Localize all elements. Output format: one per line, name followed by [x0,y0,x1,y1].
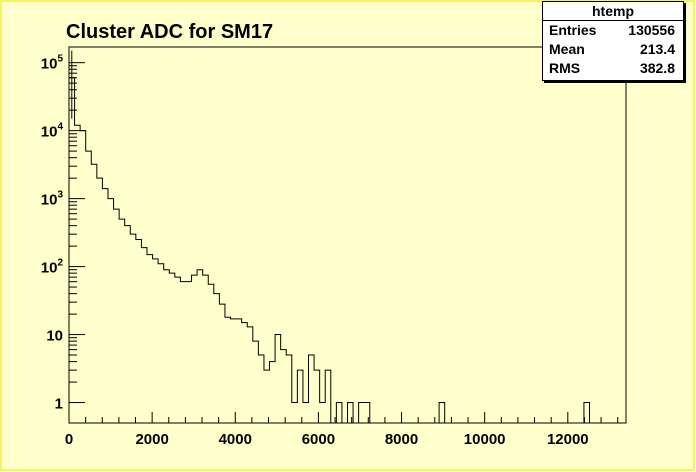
x-tick-label: 12000 [547,431,589,448]
y-tick-label: 105 [41,54,64,73]
y-tick-label: 104 [41,122,64,141]
x-tick-label: 4000 [219,431,252,448]
stats-entries-label: Entries [549,22,597,38]
x-tick-label: 10000 [464,431,506,448]
stats-rms-label: RMS [549,60,581,76]
stats-rms-row: RMS 382.8 [543,59,683,78]
x-tick-label: 6000 [302,431,335,448]
x-axis: 0 2000 4000 6000 8000 10000 12000 [65,412,619,448]
stats-box-name: htemp [543,2,683,21]
stats-mean-value: 213.4 [639,41,675,57]
x-tick-label: 0 [65,431,73,448]
stats-entries-row: Entries 130556 [543,21,683,40]
stats-box: htemp Entries 130556 Mean 213.4 RMS 382.… [542,1,684,81]
y-tick-label: 103 [41,190,64,209]
y-tick-label: 10 [46,328,63,345]
plot-frame [68,46,627,424]
x-tick-label: 8000 [385,431,418,448]
y-tick-label: 1 [55,396,63,413]
stats-entries-value: 130556 [628,22,675,38]
x-tick-label: 2000 [135,431,168,448]
chart-title: Cluster ADC for SM17 [62,19,278,45]
stats-mean-label: Mean [549,41,585,57]
y-tick-label: 102 [41,258,64,277]
stats-rms-value: 382.8 [639,60,675,76]
y-axis: 1 10 102 103 104 105 [41,54,85,413]
histogram-line [68,77,590,424]
stats-mean-row: Mean 213.4 [543,40,683,59]
